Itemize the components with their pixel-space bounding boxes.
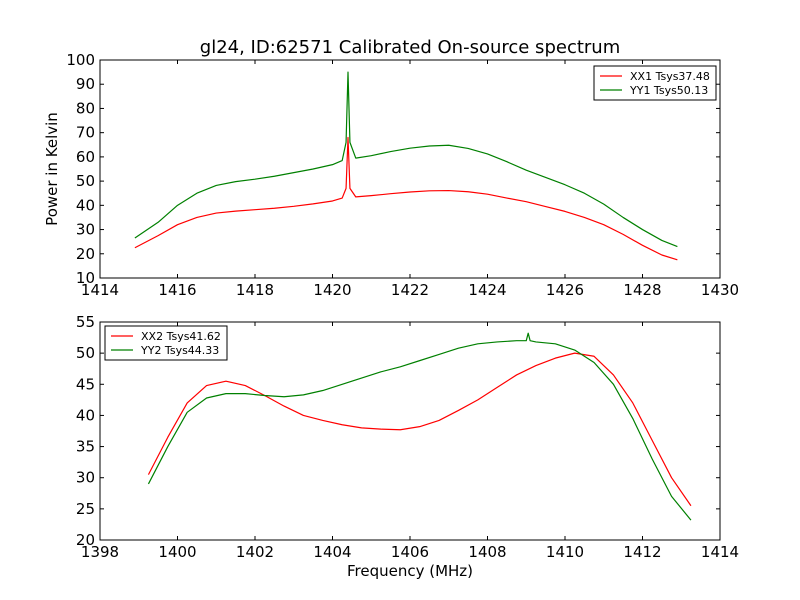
bottom-x-axis-label: Frequency (MHz)	[347, 562, 473, 580]
bottom-y-tick-label: 25	[76, 500, 95, 518]
top-x-tick-label: 1426	[546, 281, 584, 299]
top-x-tick-label: 1420	[313, 281, 351, 299]
top-y-tick-label: 60	[76, 148, 95, 166]
bottom-y-tick-label: 55	[76, 313, 95, 331]
top-legend-label-1: XX1 Tsys37.48	[630, 70, 710, 83]
bottom-y-tick-label: 20	[76, 531, 95, 549]
top-x-tick-label: 1424	[468, 281, 506, 299]
top-y-tick-label: 90	[76, 75, 95, 93]
top-y-tick-label: 40	[76, 196, 95, 214]
bottom-x-tick-label: 1404	[313, 543, 351, 561]
bottom-x-tick-label: 1414	[701, 543, 739, 561]
bottom-y-tick-label: 30	[76, 469, 95, 487]
top-x-tick-label: 1430	[701, 281, 739, 299]
bottom-series-line-1	[147, 352, 692, 507]
top-y-tick-label: 70	[76, 124, 95, 142]
bottom-series-line-2	[147, 332, 692, 521]
bottom-x-tick-label: 1400	[158, 543, 196, 561]
bottom-x-tick-label: 1408	[468, 543, 506, 561]
top-y-tick-label: 80	[76, 99, 95, 117]
top-y-axis-label: Power in Kelvin	[43, 112, 61, 226]
top-y-tick-label: 50	[76, 172, 95, 190]
bottom-y-tick-label: 50	[76, 344, 95, 362]
top-series-line-2	[134, 71, 678, 248]
top-x-tick-label: 1414	[81, 281, 119, 299]
bottom-y-tick-label: 35	[76, 438, 95, 456]
top-x-tick-label: 1418	[236, 281, 274, 299]
top-series-line-1	[134, 136, 678, 261]
bottom-x-tick-label: 1410	[546, 543, 584, 561]
bottom-legend-box	[104, 325, 228, 361]
top-legend-box	[593, 65, 717, 101]
top-legend-label-2: YY1 Tsys50.13	[629, 84, 708, 97]
bottom-x-tick-label: 1406	[391, 543, 429, 561]
top-x-tick-label: 1416	[158, 281, 196, 299]
top-y-tick-label: 30	[76, 221, 95, 239]
bottom-legend-label-1: XX2 Tsys41.62	[141, 330, 221, 343]
bottom-legend-label-2: YY2 Tsys44.33	[140, 344, 219, 357]
top-y-tick-label: 10	[76, 269, 95, 287]
bottom-y-tick-label: 45	[76, 375, 95, 393]
bottom-panel: 1398 1400 1402 1404 1406 1408 1410 1412 1414 20 25…	[76, 313, 739, 561]
bottom-y-tick-label: 40	[76, 406, 95, 424]
top-panel: 1414 1416 1418 1420 1422 1424 1426 1428 1430 10 20…	[66, 51, 739, 299]
top-x-tick-label: 1428	[623, 281, 661, 299]
figure-title: gl24, ID:62571 Calibrated On-source spec…	[200, 37, 620, 58]
bottom-x-tick-label: 1412	[623, 543, 661, 561]
bottom-x-tick-label: 1398	[81, 543, 119, 561]
bottom-x-tick-label: 1402	[236, 543, 274, 561]
top-x-tick-label: 1422	[391, 281, 429, 299]
top-y-tick-label: 100	[66, 51, 95, 69]
top-y-tick-label: 20	[76, 245, 95, 263]
